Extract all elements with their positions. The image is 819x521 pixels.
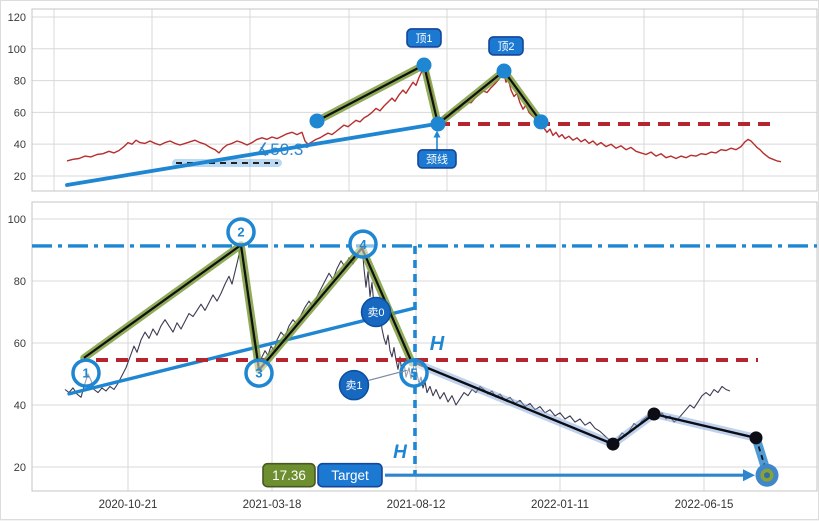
wave-number-circles-label-3: 3 (255, 366, 262, 381)
top1-badge (406, 28, 442, 48)
trendline-lower (67, 306, 417, 396)
y-tick-label: 80 (14, 76, 26, 88)
wave-number-circles-label-4: 4 (359, 237, 367, 252)
height-label-upper: H (430, 333, 445, 355)
top1-badge-label: 顶1 (415, 32, 432, 45)
y-tick-label: 80 (14, 276, 26, 288)
target-arrow-head (743, 469, 755, 482)
y-tick-label: 20 (14, 462, 26, 474)
x-tick-label: 2022-01-11 (531, 499, 589, 511)
sell0-marker (360, 296, 392, 328)
neckline-arrow-head (433, 130, 441, 138)
projection-dots (647, 407, 661, 421)
swing-dots-upper (309, 113, 325, 129)
trendline-upper (65, 122, 438, 187)
top2-badge-label: 顶2 (497, 40, 514, 53)
target-badge (317, 462, 383, 488)
x-tick-label: 2021-08-12 (387, 499, 446, 511)
top2-badge (488, 36, 524, 56)
y-tick-label: 100 (8, 214, 26, 226)
y-tick-label: 20 (14, 171, 26, 183)
y-tick-label: 60 (14, 338, 26, 350)
wave-number-circles-2 (226, 217, 256, 247)
sell1-pointer (366, 369, 408, 382)
swing-dots-upper (533, 114, 549, 130)
projection-dots (606, 437, 620, 451)
panel-lower: 20 40 60 80 100 2020-10-21 2021-03-18 2021-08-1… (8, 201, 818, 511)
sell0-marker-label: 卖0 (367, 306, 384, 319)
y-tick-label: 120 (8, 12, 26, 24)
target-badge-label: Target (331, 468, 369, 483)
swing-dots-upper (430, 116, 446, 132)
wave-number-circles-1 (71, 358, 101, 388)
wave-number-circles-4 (348, 229, 378, 259)
y-tick-label: 100 (8, 44, 26, 56)
neckline-badge (417, 149, 457, 169)
target-point-donut-ring-2 (764, 472, 770, 479)
target-value-badge-label: 17.36 (272, 468, 306, 483)
lower-border (31, 201, 818, 492)
neckline-badge-label: 颈线 (426, 152, 448, 166)
wave-number-circles-label-2: 2 (237, 225, 244, 240)
sell1-marker (338, 369, 370, 401)
x-tick-label: 2021-03-18 (243, 499, 302, 511)
projection-dots (749, 431, 763, 445)
x-tick-label: 2022-06-15 (675, 499, 734, 511)
projection-line-core (414, 361, 757, 446)
sell1-marker-label: 卖1 (345, 379, 362, 392)
target-value-badge (262, 462, 316, 488)
upper-border (31, 8, 818, 192)
height-label-lower: H (393, 442, 408, 463)
x-tick-label: 2020-10-21 (99, 499, 158, 511)
swing-dots-upper (416, 57, 432, 73)
swing-dots-upper (496, 63, 512, 79)
y-tick-label: 40 (14, 139, 26, 151)
y-tick-label: 40 (14, 400, 26, 412)
y-tick-label: 60 (14, 107, 26, 119)
price-line-lower (64, 244, 731, 445)
wave-number-circles-3 (244, 358, 274, 388)
wave-number-circles-label-1: 1 (82, 366, 89, 381)
